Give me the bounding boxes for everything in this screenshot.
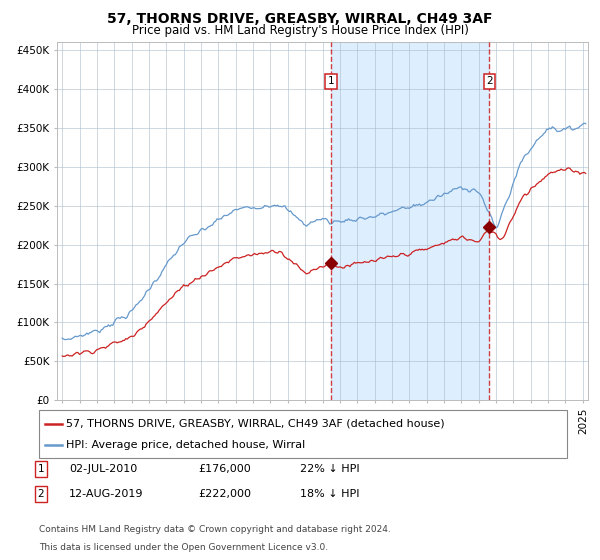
Text: 2: 2 <box>37 489 44 499</box>
Text: 12-AUG-2019: 12-AUG-2019 <box>69 489 143 499</box>
Text: 18% ↓ HPI: 18% ↓ HPI <box>300 489 359 499</box>
Text: 2: 2 <box>486 76 493 86</box>
Text: £176,000: £176,000 <box>198 464 251 474</box>
Bar <box>331 42 490 400</box>
Text: 22% ↓ HPI: 22% ↓ HPI <box>300 464 359 474</box>
Text: 57, THORNS DRIVE, GREASBY, WIRRAL, CH49 3AF: 57, THORNS DRIVE, GREASBY, WIRRAL, CH49 … <box>107 12 493 26</box>
Text: HPI: Average price, detached house, Wirral: HPI: Average price, detached house, Wirr… <box>66 440 305 450</box>
Text: 02-JUL-2010: 02-JUL-2010 <box>69 464 137 474</box>
Text: This data is licensed under the Open Government Licence v3.0.: This data is licensed under the Open Gov… <box>39 543 328 552</box>
Text: 1: 1 <box>328 76 334 86</box>
Text: Price paid vs. HM Land Registry's House Price Index (HPI): Price paid vs. HM Land Registry's House … <box>131 24 469 36</box>
Text: 1: 1 <box>37 464 44 474</box>
Text: Contains HM Land Registry data © Crown copyright and database right 2024.: Contains HM Land Registry data © Crown c… <box>39 525 391 534</box>
Text: 57, THORNS DRIVE, GREASBY, WIRRAL, CH49 3AF (detached house): 57, THORNS DRIVE, GREASBY, WIRRAL, CH49 … <box>66 419 445 429</box>
Text: £222,000: £222,000 <box>198 489 251 499</box>
